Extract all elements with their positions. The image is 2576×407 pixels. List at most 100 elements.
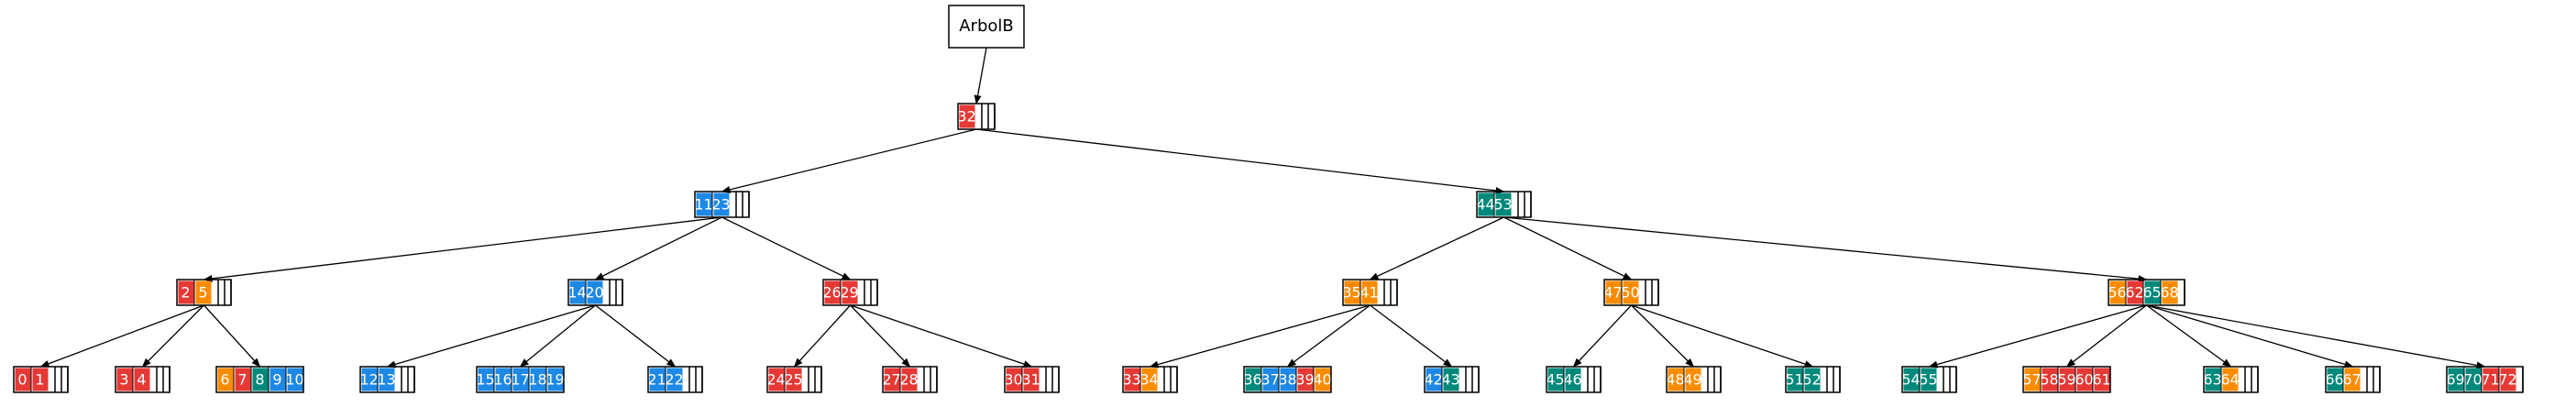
node-border	[1122, 366, 1178, 393]
key-label: 32	[957, 108, 975, 126]
key-label: 27	[882, 371, 900, 389]
key-label: 26	[822, 284, 841, 302]
key-cell	[786, 368, 802, 391]
edge-n44-n47	[1503, 216, 1633, 280]
key-label: 62	[2125, 284, 2143, 302]
key-cell	[1124, 368, 1140, 391]
key-cell	[1280, 368, 1296, 391]
node-border	[2446, 366, 2524, 393]
key-label: 18	[528, 371, 546, 389]
edges-layer	[39, 47, 2486, 369]
key-cell	[1495, 192, 1512, 216]
key-label: 67	[2342, 371, 2361, 389]
edge-n44-n56	[1503, 216, 2148, 283]
edge-n11-n2	[203, 216, 722, 282]
node-border	[2022, 366, 2111, 393]
key-cell	[1023, 368, 1040, 391]
key-cell	[178, 280, 194, 304]
edge-n11-n26	[721, 216, 852, 280]
key-label: 7	[237, 371, 247, 389]
node-border	[115, 366, 171, 393]
key-label: 40	[1313, 371, 1331, 389]
key-label: 56	[2108, 284, 2126, 302]
key-label: 1	[35, 371, 44, 389]
key-cell	[2222, 368, 2239, 391]
key-cell	[2144, 280, 2161, 304]
key-label: 65	[2142, 284, 2161, 302]
key-label: 34	[1139, 371, 1158, 389]
edge-n26-l24	[793, 304, 851, 368]
key-label: 21	[647, 371, 666, 389]
btree-node-l6: 6 7 8 9 10	[215, 366, 304, 393]
edge-n14-l15	[519, 304, 596, 368]
key-label: 13	[377, 371, 395, 389]
key-cell	[379, 368, 395, 391]
key-cell	[1685, 368, 1701, 391]
key-label: 17	[511, 371, 529, 389]
key-label: 49	[1683, 371, 1701, 389]
key-label: 72	[2498, 371, 2516, 389]
key-label: 22	[665, 371, 683, 389]
key-cell	[959, 104, 975, 128]
node-border	[2203, 366, 2259, 393]
key-label: 44	[1476, 196, 1494, 214]
key-cell	[1787, 368, 1803, 391]
edge-n56-l54	[1928, 304, 2147, 368]
key-cell	[1006, 368, 1022, 391]
key-cell	[666, 368, 683, 391]
key-label: 15	[476, 371, 494, 389]
key-cell	[478, 368, 494, 391]
key-label: 11	[694, 196, 712, 214]
root-node: ArbolB	[948, 5, 1025, 49]
edge-n56-l69	[2146, 304, 2486, 369]
key-label: 46	[1563, 371, 1581, 389]
key-label: 54	[1901, 371, 1920, 389]
edge-n35-l33	[1149, 304, 1371, 368]
key-cell	[1804, 368, 1821, 391]
edge-n35-l42	[1370, 304, 1453, 368]
key-label: 5	[198, 284, 207, 302]
edge-n26-l27	[850, 304, 911, 368]
edge-n47-l45	[1572, 304, 1632, 368]
key-cell	[649, 368, 666, 391]
node-border	[766, 366, 822, 393]
key-label: 19	[545, 371, 564, 389]
key-cell	[270, 368, 286, 391]
key-label: 0	[17, 371, 27, 389]
node-border	[1342, 279, 1398, 306]
key-cell	[1361, 280, 1378, 304]
key-cell	[1426, 368, 1442, 391]
edge-n32-n11	[721, 128, 977, 193]
key-label: 6	[220, 371, 229, 389]
key-label: 42	[1424, 371, 1442, 389]
key-cell	[2205, 368, 2221, 391]
key-cell	[1245, 368, 1261, 391]
edge-n56-l57	[2065, 304, 2147, 368]
key-cell	[1547, 368, 1564, 391]
edge-n2-l0	[39, 304, 204, 368]
node-border	[1785, 366, 1841, 393]
key-label: 58	[2040, 371, 2058, 389]
key-cell	[2448, 368, 2464, 391]
key-cell	[235, 368, 251, 391]
key-label: 29	[840, 284, 858, 302]
edge-n2-l6	[204, 304, 261, 368]
key-label: 48	[1666, 371, 1684, 389]
key-cell	[696, 192, 712, 216]
btree-node-n32: 32	[957, 103, 996, 130]
edge-root-n32	[974, 47, 987, 104]
key-label: 16	[493, 371, 512, 389]
key-cell	[495, 368, 512, 391]
key-cell	[1478, 192, 1494, 216]
edge-n14-l12	[386, 304, 596, 368]
